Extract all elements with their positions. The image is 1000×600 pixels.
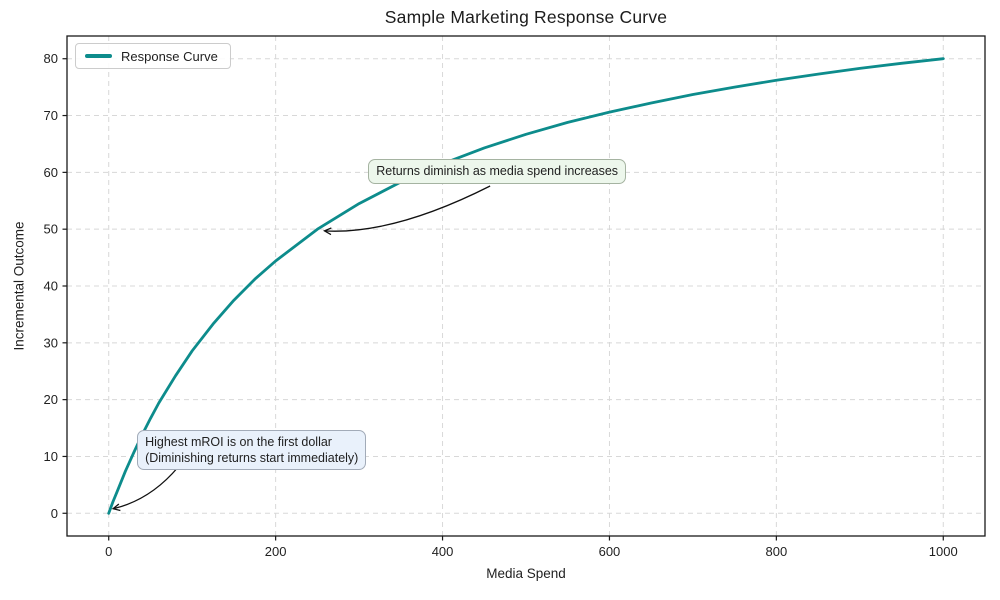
y-tick-label: 40 <box>44 279 58 294</box>
legend-line-swatch <box>85 54 112 58</box>
annotation-diminishing-returns: Returns diminish as media spend increase… <box>368 159 627 184</box>
y-tick-label: 80 <box>44 51 58 66</box>
x-tick-label: 800 <box>766 544 788 559</box>
plot-border <box>66 35 986 537</box>
y-tick-label: 70 <box>44 108 58 123</box>
y-tick-label: 10 <box>44 449 58 464</box>
x-tick-label: 400 <box>432 544 454 559</box>
legend: Response Curve <box>75 43 231 69</box>
annotation-arrow <box>112 466 179 510</box>
y-tick-label: 30 <box>44 335 58 350</box>
y-tick-label: 50 <box>44 222 58 237</box>
y-tick-label: 60 <box>44 165 58 180</box>
x-tick-label: 200 <box>265 544 287 559</box>
annotation-arrow <box>324 185 491 232</box>
y-axis-label: Incremental Outcome <box>11 221 27 351</box>
annotation-arrowhead <box>322 227 332 236</box>
y-tick-label: 20 <box>44 392 58 407</box>
x-tick-label: 0 <box>105 544 112 559</box>
x-tick-label: 600 <box>599 544 621 559</box>
x-axis-label: Media Spend <box>486 566 566 581</box>
annotation-highest-mroi: Highest mROI is on the first dollar (Dim… <box>137 429 367 471</box>
legend-label: Response Curve <box>121 48 218 64</box>
x-tick-label: 1000 <box>929 544 958 559</box>
y-tick-label: 0 <box>51 506 58 521</box>
chart-title: Sample Marketing Response Curve <box>384 7 668 27</box>
annotation-arrowhead <box>111 503 121 512</box>
